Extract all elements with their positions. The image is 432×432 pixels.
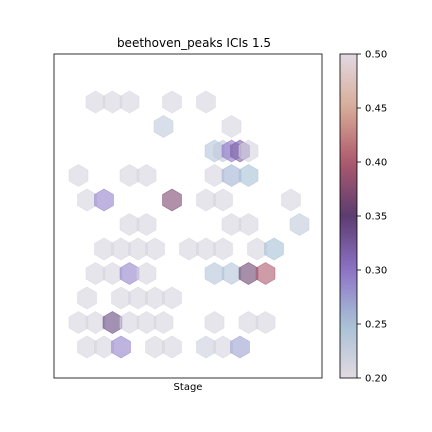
- hex-cell: [162, 286, 182, 310]
- hex-cell: [204, 311, 225, 334]
- hex-cell: [221, 164, 242, 187]
- hex-cell: [247, 237, 267, 261]
- hex-cell: [162, 188, 182, 212]
- hex-cell: [111, 237, 131, 261]
- colorbar-tick-label: 0.50: [365, 50, 387, 61]
- hex-cell: [213, 335, 233, 359]
- hex-cell: [102, 90, 123, 114]
- hex-cell: [77, 286, 97, 310]
- hex-cell: [213, 237, 233, 261]
- hex-cell: [128, 237, 148, 261]
- hex-cell: [111, 286, 131, 310]
- hex-cell: [162, 335, 182, 359]
- hex-cell: [162, 90, 182, 114]
- plot-area-frame: [53, 53, 323, 379]
- colorbar-tick-label: 0.45: [365, 104, 387, 115]
- colorbar-tick-label: 0.25: [365, 320, 387, 331]
- hex-cell: [119, 90, 140, 114]
- colorbar-tick-label: 0.30: [365, 266, 387, 277]
- hex-cells: [68, 90, 310, 359]
- hex-cell: [128, 286, 148, 310]
- hex-cell: [145, 286, 165, 310]
- hex-cell: [238, 213, 259, 236]
- colorbar-tick-label: 0.35: [365, 212, 387, 223]
- hex-cell: [119, 164, 140, 187]
- colorbar-tick-label: 0.20: [365, 374, 387, 385]
- colorbar-tick-label: 0.40: [365, 158, 387, 169]
- hex-cell: [289, 213, 310, 236]
- hex-cell: [153, 311, 174, 334]
- chart-title: beethoven_peaks ICIs 1.5: [117, 36, 271, 50]
- hex-cell: [145, 335, 165, 359]
- hex-cell: [204, 262, 225, 285]
- hex-cell: [102, 262, 123, 285]
- hex-cell: [238, 262, 259, 285]
- hex-cell: [196, 188, 216, 212]
- hex-cell: [94, 188, 114, 212]
- hex-cell: [68, 164, 89, 187]
- hex-cell: [119, 213, 140, 236]
- colorbar: [339, 53, 358, 379]
- hex-cell: [136, 213, 157, 236]
- hex-cell: [119, 311, 140, 334]
- hex-cell: [264, 237, 284, 261]
- hex-cell: [281, 188, 301, 212]
- hex-cell: [145, 237, 165, 261]
- hex-cell: [213, 188, 233, 212]
- hex-cell: [230, 335, 250, 359]
- hex-cell: [85, 262, 106, 285]
- hex-cell: [77, 188, 97, 212]
- hex-cell: [85, 90, 106, 114]
- hex-cell: [255, 311, 276, 334]
- hex-cell: [179, 237, 199, 261]
- hex-cell: [102, 311, 123, 334]
- hex-cell: [196, 335, 216, 359]
- hex-cell: [238, 139, 259, 163]
- colorbar-ticks: 0.20 0.25 0.30 0.35 0.40 0.45 0.50: [357, 50, 387, 385]
- hex-cell: [77, 335, 97, 359]
- hex-cell: [221, 262, 242, 285]
- hex-cell: [196, 237, 216, 261]
- hex-cell: [221, 115, 242, 138]
- hex-cell: [136, 311, 157, 334]
- hex-cell: [255, 262, 276, 285]
- x-axis-label: Stage: [174, 382, 203, 393]
- hex-cell: [136, 164, 157, 187]
- hex-cell: [94, 335, 114, 359]
- hex-cell: [85, 311, 106, 334]
- hex-cell: [136, 262, 157, 285]
- hex-cell: [111, 335, 131, 359]
- hex-cell: [153, 115, 174, 138]
- hex-cell: [68, 311, 89, 334]
- hex-cell: [119, 262, 140, 285]
- hex-cell: [94, 237, 114, 261]
- hex-cell: [196, 90, 216, 114]
- hex-cell: [238, 164, 259, 187]
- hex-cell: [238, 311, 259, 334]
- hex-cell: [221, 213, 242, 236]
- hex-cell: [204, 164, 225, 187]
